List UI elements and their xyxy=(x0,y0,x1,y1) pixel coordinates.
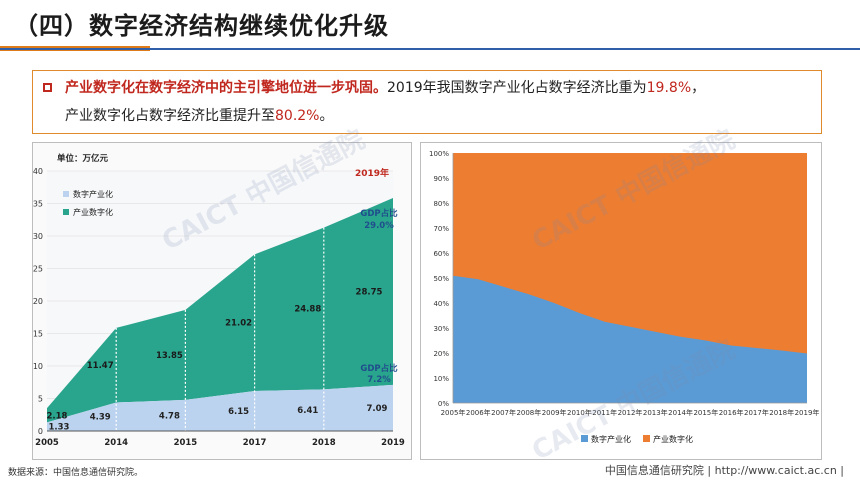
x-tick-label: 2010年 xyxy=(567,408,592,417)
y-tick-label: 20% xyxy=(433,350,449,358)
y-tick-label: 35 xyxy=(33,200,43,209)
data-label-digital-industrialization: 4.39 xyxy=(90,413,111,423)
title-rule xyxy=(0,48,860,50)
data-label-digital-industrialization: 4.78 xyxy=(159,411,180,421)
legend-swatch-digital-industrialization xyxy=(581,435,588,442)
y-tick-label: 60% xyxy=(433,250,449,258)
x-tick-label: 2012年 xyxy=(618,408,643,417)
callout-text-b-end: 。 xyxy=(319,108,334,124)
year-badge: 2019年 xyxy=(355,167,389,179)
legend-label-digital-industrialization: 数字产业化 xyxy=(591,434,631,444)
y-tick-label: 15 xyxy=(33,330,43,339)
data-label-industrial-digitization: 21.02 xyxy=(225,319,252,329)
data-label-industrial-digitization: 11.47 xyxy=(87,361,114,371)
x-tick-label: 2009年 xyxy=(542,408,567,417)
area-series-industrial-digitization xyxy=(47,198,393,423)
x-tick-label: 2005年 xyxy=(441,408,466,417)
x-tick-label: 2015年 xyxy=(693,408,718,417)
y-tick-label: 90% xyxy=(433,175,449,183)
callout-line-1: 产业数字化在数字经济中的主引擎地位进一步巩固。2019年我国数字产业化占数字经济… xyxy=(65,77,705,97)
y-tick-label: 100% xyxy=(429,150,449,158)
callout-line-2: 产业数字化占数字经济比重提升至80.2%。 xyxy=(65,105,333,125)
callout-value-a: 19.8% xyxy=(646,80,692,96)
x-tick-label: 2011年 xyxy=(592,408,617,417)
y-tick-label: 25 xyxy=(33,265,43,274)
y-tick-label: 80% xyxy=(433,200,449,208)
y-tick-label: 10% xyxy=(433,375,449,383)
square-bullet-icon xyxy=(43,83,52,92)
slide-title: （四）数字经济结构继续优化升级 xyxy=(14,12,389,40)
x-tick-label: 2015 xyxy=(174,438,198,448)
data-label-digital-industrialization: 1.33 xyxy=(49,423,70,433)
legend-swatch-digital-industrialization xyxy=(63,191,69,197)
unit-label: 单位：万亿元 xyxy=(57,153,109,164)
annotation-value-industrial-digitization: 29.0% xyxy=(364,221,394,231)
y-tick-label: 40% xyxy=(433,300,449,308)
data-label-industrial-digitization: 24.88 xyxy=(294,304,321,314)
legend-swatch-industrial-digitization xyxy=(63,209,69,215)
annotation-label-industrial-digitization: GDP占比 xyxy=(360,208,398,219)
callout-text-b: 产业数字化占数字经济比重提升至 xyxy=(65,108,275,124)
stacked-area-chart-share: 0%10%20%30%40%50%60%70%80%90%100%2005年 20… xyxy=(429,150,820,444)
x-tick-label: 2017 xyxy=(243,438,267,448)
x-tick-label: 2019 xyxy=(381,438,405,448)
x-tick-label: 2005 xyxy=(35,438,59,448)
y-tick-label: 30% xyxy=(433,325,449,333)
area-series-digital-industrialization xyxy=(453,275,807,403)
callout-text-a-end: ， xyxy=(691,80,706,96)
footer-organization: 中国信息通信研究院 | http://www.caict.ac.cn | xyxy=(604,464,844,477)
data-label-industrial-digitization: 13.85 xyxy=(156,351,183,361)
x-tick-label: 2008年 xyxy=(516,408,541,417)
data-label-industrial-digitization: 28.75 xyxy=(356,287,383,297)
data-label-digital-industrialization: 6.41 xyxy=(297,406,318,416)
legend-label-digital-industrialization: 数字产业化 xyxy=(73,189,113,199)
data-source-note: 数据来源：中国信息通信研究院。 xyxy=(8,468,144,478)
callout-lead: 产业数字化在数字经济中的主引擎地位进一步巩固。 xyxy=(65,80,387,96)
annotation-value-digital-industrialization: 7.2% xyxy=(367,375,391,385)
y-tick-label: 0% xyxy=(438,400,449,408)
data-label-digital-industrialization: 6.15 xyxy=(228,407,249,417)
x-tick-label: 2018 xyxy=(312,438,336,448)
x-tick-label: 2018年 xyxy=(769,408,794,417)
y-tick-label: 40 xyxy=(33,167,43,176)
x-tick-label: 2006年 xyxy=(466,408,491,417)
legend-label-industrial-digitization: 产业数字化 xyxy=(73,207,113,217)
y-tick-label: 30 xyxy=(33,232,43,241)
y-tick-label: 70% xyxy=(433,225,449,233)
legend-label-industrial-digitization: 产业数字化 xyxy=(653,434,693,444)
x-tick-label: 2007年 xyxy=(491,408,516,417)
x-tick-label: 2013年 xyxy=(643,408,668,417)
callout-value-b: 80.2% xyxy=(275,108,320,124)
legend-swatch-industrial-digitization xyxy=(643,435,650,442)
x-tick-label: 2017年 xyxy=(744,408,769,417)
y-tick-label: 20 xyxy=(33,297,43,306)
x-tick-label: 2014 xyxy=(104,438,128,448)
annotation-label-digital-industrialization: GDP占比 xyxy=(360,363,398,374)
y-tick-label: 5 xyxy=(38,395,43,404)
left-chart-panel: 0 5 10 15 20 25 30 35 40 2005 2014 2015 2017 2018 2019… xyxy=(32,142,412,460)
x-tick-label: 2019年 xyxy=(795,408,820,417)
area-series-digital-industrialization xyxy=(47,384,393,431)
stacked-area-chart-value: 0 5 10 15 20 25 30 35 40 2005 2014 2015 2017 2018 2019… xyxy=(33,153,405,448)
data-label-digital-industrialization: 7.09 xyxy=(367,404,388,414)
x-tick-label: 2016年 xyxy=(719,408,744,417)
y-tick-label: 10 xyxy=(33,362,43,371)
data-label-industrial-digitization: 2.18 xyxy=(47,411,68,421)
callout-box: 产业数字化在数字经济中的主引擎地位进一步巩固。2019年我国数字产业化占数字经济… xyxy=(32,70,822,134)
y-tick-label: 50% xyxy=(433,275,449,283)
right-chart-panel: 0% 10% 20% 30% 40% 50% 60% 70% 80% 90% 100% 2005年 20… xyxy=(420,142,822,460)
callout-text-a: 2019年我国数字产业化占数字经济比重为 xyxy=(387,80,647,96)
y-tick-label: 0 xyxy=(38,427,43,436)
x-tick-label: 2014年 xyxy=(668,408,693,417)
